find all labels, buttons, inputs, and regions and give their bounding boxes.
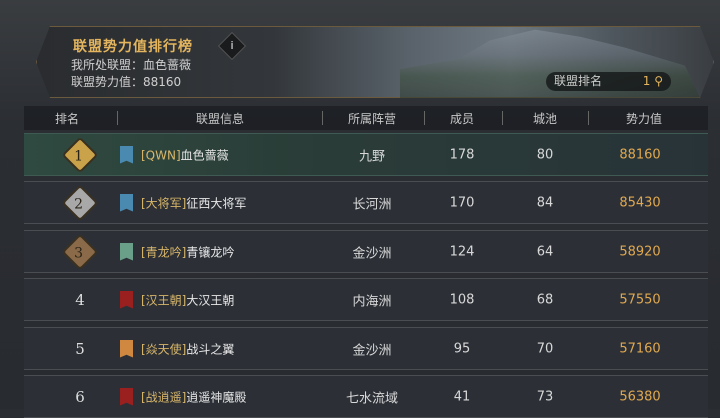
col-cities: 城池: [532, 112, 558, 126]
info-icon: i: [230, 39, 234, 52]
members: 170: [449, 195, 475, 210]
cities: 70: [536, 341, 554, 356]
members: 124: [449, 244, 475, 259]
alliance-name: [焱天使]战斗之翼: [141, 340, 234, 357]
alliance-name-text: 青镶龙吟: [186, 245, 235, 259]
members: 108: [449, 292, 475, 307]
alliance-flag-icon: [120, 145, 133, 164]
faction: 内海洲: [352, 294, 392, 309]
faction: 金沙洲: [352, 343, 392, 358]
my-alliance: 我所处联盟：血色蔷薇: [71, 56, 191, 73]
alliance-tag: [战逍遥]: [141, 390, 187, 404]
alliance-tag: [焱天使]: [141, 342, 187, 356]
faction: 七水流域: [345, 391, 399, 406]
my-power: 联盟势力值：88160: [71, 73, 181, 90]
my-power-value: 88160: [143, 75, 182, 89]
alliance-flag-icon: [120, 193, 133, 212]
alliance-name-text: 大汉王朝: [186, 293, 235, 307]
my-alliance-value: 血色蔷薇: [143, 58, 192, 72]
rank-number: 5: [75, 339, 85, 358]
cities: 73: [536, 389, 554, 404]
rank-label: 联盟排名: [554, 74, 603, 88]
members: 41: [453, 389, 471, 404]
my-power-label: 联盟势力值：: [71, 75, 144, 89]
alliance-flag-icon: [120, 339, 133, 358]
table-row[interactable]: 3 [青龙吟]青镶龙吟 金沙洲 124 64 58920: [24, 230, 708, 273]
divider: [588, 111, 589, 125]
divider: [502, 111, 503, 125]
cities: 80: [536, 147, 554, 162]
table-row[interactable]: 2 [大将军]征西大将军 长河洲 170 84 85430: [24, 181, 708, 224]
col-rank: 排名: [54, 112, 80, 126]
cities: 84: [536, 195, 554, 210]
alliance-flag-icon: [120, 387, 133, 406]
my-alliance-label: 我所处联盟：: [71, 58, 144, 72]
alliance-tag: [青龙吟]: [141, 245, 187, 259]
alliance-name: [战逍遥]逍遥神魔殿: [141, 388, 246, 405]
power: 85430: [619, 195, 661, 210]
alliance-name: [汉王朝]大汉王朝: [141, 291, 234, 308]
table-row[interactable]: 1 [QWN]血色蔷薇 九野 178 80 88160: [24, 133, 708, 176]
page-title: 联盟势力值排行榜: [73, 39, 193, 55]
alliance-flag-icon: [120, 242, 133, 261]
alliance-name: [QWN]血色蔷薇: [141, 146, 229, 163]
alliance-name-text: 血色蔷薇: [180, 148, 229, 162]
power: 58920: [619, 244, 661, 259]
cities: 64: [536, 244, 554, 259]
power: 88160: [619, 147, 661, 162]
power: 56380: [619, 389, 661, 404]
alliance-name: [青龙吟]青镶龙吟: [141, 243, 234, 260]
alliance-flag-icon: [120, 290, 133, 309]
table-row[interactable]: 4 [汉王朝]大汉王朝 内海洲 108 68 57550: [24, 278, 708, 321]
members: 95: [453, 341, 471, 356]
rank-number: 6: [75, 387, 85, 406]
power: 57160: [619, 341, 661, 356]
alliance-tag: [汉王朝]: [141, 293, 187, 307]
alliance-tag: [大将军]: [141, 196, 187, 210]
divider: [117, 111, 118, 125]
rank-value: 1 ⚲: [642, 74, 663, 88]
rank-badge-icon: 2: [61, 184, 99, 221]
alliance-name-text: 战斗之翼: [186, 342, 235, 356]
rank-badge-icon: 3: [61, 233, 99, 270]
cities: 68: [536, 292, 554, 307]
table-row[interactable]: 5 [焱天使]战斗之翼 金沙洲 95 70 57160: [24, 327, 708, 370]
col-info: 联盟信息: [195, 112, 245, 126]
faction: 金沙洲: [352, 246, 392, 261]
alliance-tag: [QWN]: [141, 148, 181, 162]
table-header: 排名 联盟信息 所属阵营 成员 城池 势力值: [24, 106, 708, 130]
col-power: 势力值: [625, 112, 663, 126]
rank-number: 4: [75, 290, 85, 309]
faction: 九野: [358, 149, 386, 164]
faction: 长河洲: [352, 197, 392, 212]
col-faction: 所属阵营: [347, 112, 397, 126]
rank-badge-icon: 1: [61, 136, 99, 173]
alliance-name-text: 逍遥神魔殿: [186, 390, 247, 404]
table-row[interactable]: 6 [战逍遥]逍遥神魔殿 七水流域 41 73 56380: [24, 375, 708, 418]
divider: [424, 111, 425, 125]
col-members: 成员: [449, 112, 475, 126]
alliance-name: [大将军]征西大将军: [141, 194, 246, 211]
alliance-rank-search[interactable]: 联盟排名 1 ⚲: [546, 72, 671, 91]
search-icon[interactable]: ⚲: [654, 74, 663, 88]
alliance-name-text: 征西大将军: [186, 196, 247, 210]
divider: [322, 111, 323, 125]
members: 178: [449, 147, 475, 162]
power: 57550: [619, 292, 661, 307]
